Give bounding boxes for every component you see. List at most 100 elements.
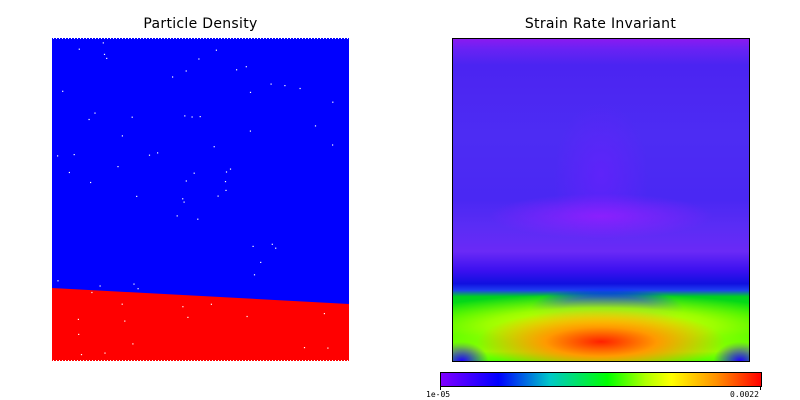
edge-particle bbox=[71, 38, 72, 39]
edge-particle bbox=[170, 360, 171, 361]
edge-particle bbox=[317, 38, 318, 39]
particle-speckle bbox=[121, 303, 123, 305]
edge-particle bbox=[293, 38, 294, 39]
edge-particle bbox=[248, 38, 249, 39]
edge-particle bbox=[272, 360, 273, 361]
edge-particle bbox=[140, 360, 141, 361]
edge-particle bbox=[329, 38, 330, 39]
edge-particle bbox=[314, 38, 315, 39]
particle-speckle bbox=[229, 168, 232, 170]
edge-particle bbox=[113, 38, 114, 39]
lower-material-layer bbox=[52, 288, 349, 361]
edge-particle bbox=[329, 360, 330, 361]
edge-particle bbox=[137, 38, 138, 39]
edge-particle bbox=[107, 360, 108, 361]
edge-particle bbox=[59, 38, 60, 39]
edge-particle bbox=[122, 360, 123, 361]
edge-particle bbox=[314, 360, 315, 361]
particle-speckle bbox=[106, 57, 108, 59]
edge-particle bbox=[113, 360, 114, 361]
edge-particle bbox=[296, 360, 297, 361]
edge-particle bbox=[119, 38, 120, 39]
edge-particle bbox=[293, 360, 294, 361]
edge-particle bbox=[116, 360, 117, 361]
particle-speckle bbox=[73, 154, 75, 156]
particle-speckle bbox=[184, 115, 186, 117]
edge-particle bbox=[74, 38, 75, 39]
edge-particle bbox=[302, 38, 303, 39]
edge-particle bbox=[155, 360, 156, 361]
particle-speckle bbox=[332, 101, 334, 103]
edge-particle bbox=[77, 360, 78, 361]
edge-particle bbox=[212, 360, 213, 361]
particle-speckle bbox=[323, 313, 325, 315]
edge-particle bbox=[236, 38, 237, 39]
edge-particle bbox=[224, 38, 225, 39]
edge-particle bbox=[242, 360, 243, 361]
edge-particle bbox=[230, 360, 231, 361]
edge-particle bbox=[101, 360, 102, 361]
edge-particle bbox=[65, 360, 66, 361]
edge-particle bbox=[233, 360, 234, 361]
edge-particle bbox=[275, 38, 276, 39]
edge-particle bbox=[140, 38, 141, 39]
edge-particle bbox=[182, 360, 183, 361]
edge-particle bbox=[83, 38, 84, 39]
edge-particle bbox=[149, 360, 150, 361]
edge-particle bbox=[302, 360, 303, 361]
edge-particle bbox=[128, 38, 129, 39]
particle-speckle bbox=[252, 245, 254, 247]
edge-particle bbox=[80, 38, 81, 39]
edge-particle bbox=[200, 360, 201, 361]
particle-speckle bbox=[217, 195, 219, 197]
edge-particle bbox=[161, 360, 162, 361]
edge-particle bbox=[287, 38, 288, 39]
edge-particle bbox=[134, 38, 135, 39]
edge-particle bbox=[179, 360, 180, 361]
edge-particle bbox=[221, 360, 222, 361]
edge-particle bbox=[248, 360, 249, 361]
particle-speckle bbox=[80, 354, 83, 356]
edge-particle bbox=[260, 38, 261, 39]
particle-speckle bbox=[99, 285, 101, 287]
edge-particle bbox=[191, 360, 192, 361]
edge-particle bbox=[209, 360, 210, 361]
edge-particle bbox=[317, 360, 318, 361]
edge-particle bbox=[290, 38, 291, 39]
particle-speckle bbox=[176, 215, 178, 217]
colorbar bbox=[440, 372, 762, 387]
particle-speckles bbox=[57, 42, 334, 356]
particle-speckle bbox=[210, 303, 212, 305]
strain-rate-title: Strain Rate Invariant bbox=[524, 16, 677, 32]
edge-particle bbox=[311, 38, 312, 39]
edge-particle bbox=[83, 360, 84, 361]
edge-particle bbox=[239, 38, 240, 39]
edge-particle bbox=[203, 38, 204, 39]
edge-particle bbox=[125, 38, 126, 39]
edge-particle bbox=[239, 360, 240, 361]
edge-particle bbox=[161, 38, 162, 39]
edge-particle bbox=[281, 360, 282, 361]
edge-particle bbox=[323, 360, 324, 361]
edge-particle bbox=[137, 360, 138, 361]
edge-particle bbox=[188, 360, 189, 361]
edge-particle bbox=[170, 38, 171, 39]
particle-speckle bbox=[172, 76, 174, 78]
particle-density-layers bbox=[52, 38, 349, 361]
edge-particle bbox=[71, 360, 72, 361]
particle-speckle bbox=[197, 218, 199, 220]
particle-speckle bbox=[275, 247, 277, 249]
edge-particle bbox=[197, 360, 198, 361]
edge-particle bbox=[245, 360, 246, 361]
edge-particle bbox=[176, 360, 177, 361]
edge-particle bbox=[143, 360, 144, 361]
colorbar-min-label: 1e-05 bbox=[426, 390, 451, 399]
edge-particle bbox=[65, 38, 66, 39]
edge-particle bbox=[173, 360, 174, 361]
edge-particle bbox=[110, 360, 111, 361]
particle-speckle bbox=[182, 306, 184, 308]
edge-particle bbox=[53, 360, 54, 361]
particle-speckle bbox=[253, 274, 256, 276]
edge-particle bbox=[86, 38, 87, 39]
particle-speckle bbox=[224, 181, 227, 183]
